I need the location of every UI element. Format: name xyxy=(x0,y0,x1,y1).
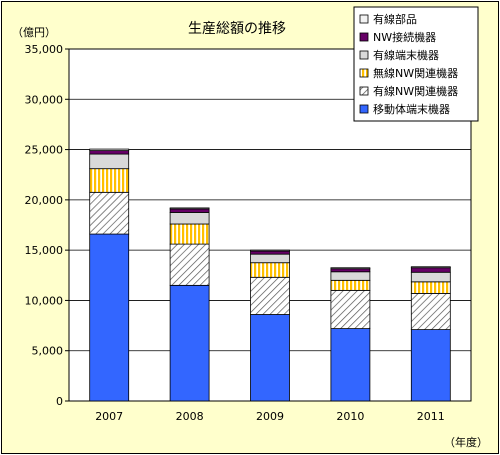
bar-segment xyxy=(250,253,290,264)
bar-segment xyxy=(250,262,290,278)
bar-segment xyxy=(410,266,451,269)
bar-segment xyxy=(169,223,210,245)
y-tick-label: 5,000 xyxy=(32,345,64,358)
legend-label: 有線部品 xyxy=(373,12,417,26)
y-tick-label: 15,000 xyxy=(25,244,64,257)
y-tick-label: 35,000 xyxy=(25,43,64,56)
x-tick-label: 2010 xyxy=(336,410,364,423)
bar-segment xyxy=(89,233,130,402)
legend-label: NW接続機器 xyxy=(373,30,436,44)
legend-box xyxy=(353,6,479,122)
chart-title: 生産総額の推移 xyxy=(188,21,286,37)
x-tick-label: 2011 xyxy=(417,410,445,423)
y-tick-label: 0 xyxy=(56,395,63,408)
x-tick-label: 2009 xyxy=(256,410,284,423)
bar-segment xyxy=(250,276,290,315)
bar-segment xyxy=(410,271,451,283)
legend-swatch xyxy=(359,32,369,42)
x-axis-unit-label: （年度） xyxy=(444,435,488,449)
bar-segment xyxy=(330,271,371,281)
bar-segment xyxy=(330,289,371,329)
legend-label: 有線端末機器 xyxy=(373,48,439,62)
bar-segment xyxy=(89,191,130,235)
y-tick-label: 20,000 xyxy=(25,194,64,207)
legend-label: 無線NW関連機器 xyxy=(373,66,458,80)
bar-segment xyxy=(330,267,371,270)
y-tick-label: 30,000 xyxy=(25,93,64,106)
legend-swatch xyxy=(359,50,369,60)
y-tick-label: 25,000 xyxy=(25,144,64,157)
legend-swatch xyxy=(359,104,369,114)
bar-segment xyxy=(330,279,371,291)
legend-swatch xyxy=(359,68,369,78)
bars xyxy=(89,148,451,402)
axes: 0 5,000 10,000 15,000 20,000 25,000 30,000 35,0… xyxy=(25,43,445,423)
bar-segment xyxy=(330,328,371,402)
legend-label: 有線NW関連機器 xyxy=(373,84,458,98)
bar-segment xyxy=(169,243,210,286)
bar-segment xyxy=(89,153,130,170)
bar-segment xyxy=(89,150,130,155)
bar-segment xyxy=(89,168,130,193)
bar-segment xyxy=(410,329,451,402)
bar-segment xyxy=(250,249,290,252)
bar-segment xyxy=(169,284,210,402)
bar-segment xyxy=(410,281,451,294)
y-axis-unit-label: （億円） xyxy=(12,26,56,39)
legend-swatch xyxy=(359,14,369,24)
bar-segment xyxy=(169,212,210,225)
legend-swatch xyxy=(359,86,369,96)
y-tick-label: 10,000 xyxy=(25,294,64,307)
legend-label: 移動体端末機器 xyxy=(373,102,450,116)
bar-segment xyxy=(250,314,290,402)
bar-segment xyxy=(169,207,210,210)
bar-segment xyxy=(410,267,451,273)
x-tick-label: 2008 xyxy=(176,410,204,423)
x-tick-label: 2007 xyxy=(95,410,123,423)
bar-segment xyxy=(89,148,130,151)
bar-segment xyxy=(330,268,371,273)
bar-segment xyxy=(410,292,451,330)
bar-segment xyxy=(169,208,210,213)
bar-segment xyxy=(250,250,290,255)
